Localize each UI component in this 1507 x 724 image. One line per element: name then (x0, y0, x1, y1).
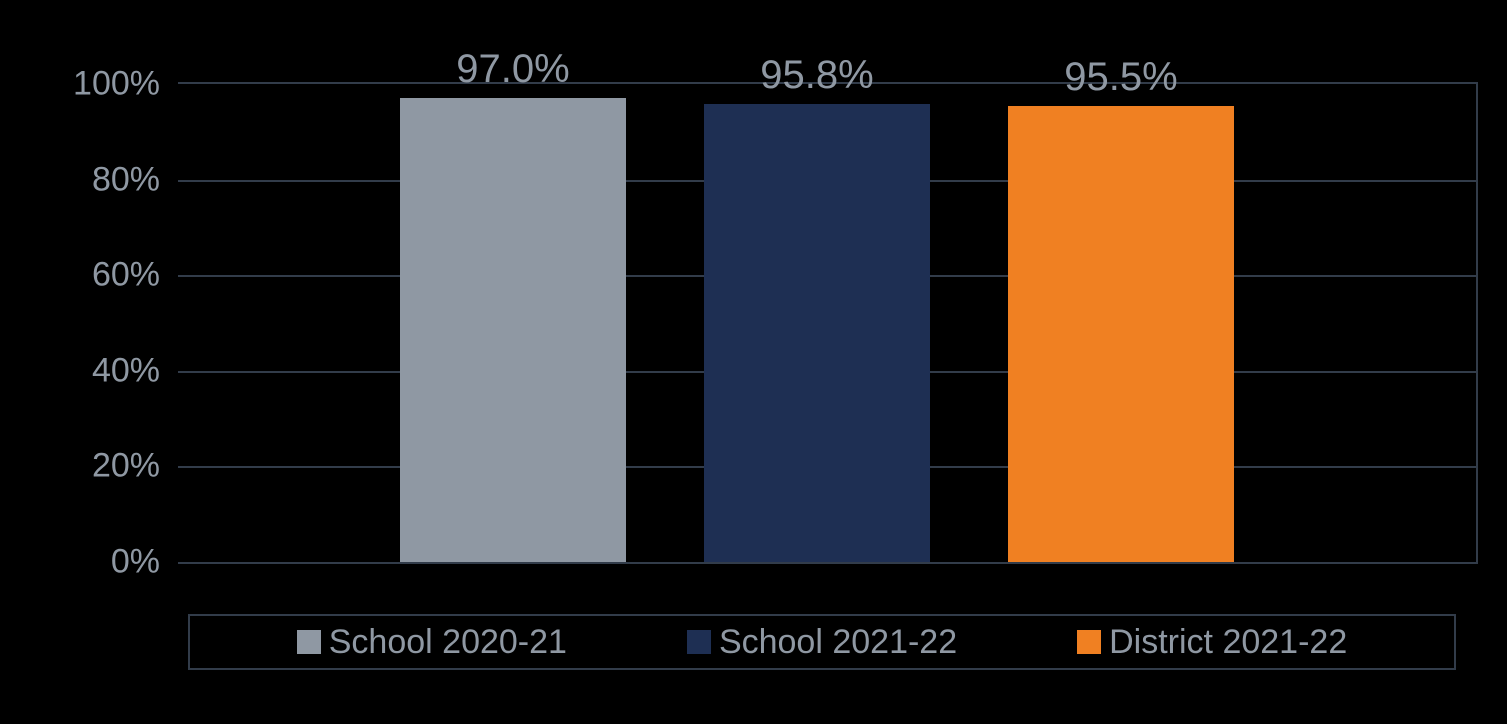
bar (1008, 106, 1234, 562)
y-axis-tick-label: 60% (92, 256, 178, 295)
legend-label: District 2021-22 (1109, 623, 1347, 662)
y-axis-tick-label: 20% (92, 447, 178, 486)
legend-label: School 2021-22 (719, 623, 957, 662)
legend: School 2020-21 School 2021-22 District 202… (188, 614, 1456, 670)
legend-swatch (687, 630, 711, 654)
legend-swatch (297, 630, 321, 654)
bar (400, 98, 626, 562)
legend-item: School 2021-22 (687, 623, 957, 662)
bar (704, 104, 930, 562)
y-axis-tick-label: 0% (111, 543, 178, 582)
y-axis-tick-label: 100% (73, 65, 178, 104)
legend-swatch (1077, 630, 1101, 654)
legend-item: District 2021-22 (1077, 623, 1347, 662)
plot-area: 0%20%40%60%80%100%97.0%95.8%95.5% (178, 82, 1478, 564)
legend-label: School 2020-21 (329, 623, 567, 662)
legend-item: School 2020-21 (297, 623, 567, 662)
bar-data-label: 95.8% (760, 53, 873, 98)
y-axis-tick-label: 40% (92, 351, 178, 390)
y-axis-tick-label: 80% (92, 160, 178, 199)
bar-data-label: 95.5% (1064, 55, 1177, 100)
bar-data-label: 97.0% (456, 47, 569, 92)
